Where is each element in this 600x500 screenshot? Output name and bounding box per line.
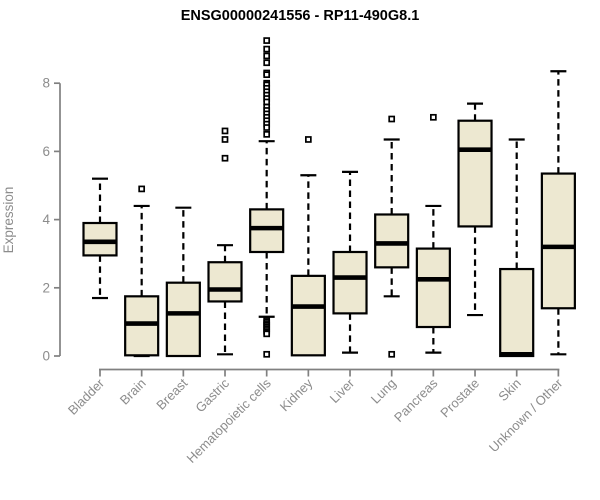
x-tick-label-breast: Breast <box>153 375 190 412</box>
box-lung <box>374 115 410 358</box>
outlier-point <box>263 71 271 79</box>
x-tick-label-prostate: Prostate <box>437 376 482 421</box>
iqr-box <box>332 250 368 315</box>
box-liver <box>332 170 368 354</box>
box-unknown-other <box>540 70 576 356</box>
outlier-point <box>221 154 229 162</box>
iqr-box <box>415 247 451 329</box>
box-gastric <box>207 127 243 356</box>
outlier-point <box>221 136 229 143</box>
y-axis-label: Expression <box>1 187 16 254</box>
y-tick-label: 0 <box>42 349 50 364</box>
box-bladder <box>82 177 118 300</box>
outlier-point <box>263 350 271 358</box>
box-skin <box>499 138 535 358</box>
outlier-point <box>388 115 396 123</box>
x-tick-label-skin: Skin <box>495 376 523 404</box>
y-tick-label: 8 <box>42 76 50 91</box>
x-tick-label-liver: Liver <box>327 375 358 406</box>
iqr-box <box>374 213 410 269</box>
outlier-point <box>263 131 271 138</box>
box-pancreas <box>415 113 451 354</box>
chart-title: ENSG00000241556 - RP11-490G8.1 <box>181 8 420 24</box>
box-brain <box>124 185 160 358</box>
x-tick-label-kidney: Kidney <box>277 375 316 414</box>
outlier-point <box>263 52 271 60</box>
iqr-box <box>499 267 535 358</box>
outlier-point <box>263 124 271 131</box>
outlier-point <box>263 45 271 53</box>
outlier-point <box>388 350 396 358</box>
outlier-point <box>263 330 271 338</box>
iqr-box <box>165 281 201 358</box>
y-tick-label: 4 <box>42 212 50 227</box>
iqr-box <box>82 221 118 257</box>
y-tick-label: 6 <box>42 144 50 159</box>
box-kidney <box>290 136 326 357</box>
x-tick-label-lung: Lung <box>368 376 399 407</box>
x-tick-label-bladder: Bladder <box>65 375 108 418</box>
x-tick-label-gastric: Gastric <box>192 375 232 415</box>
iqr-box <box>290 274 326 357</box>
outlier-point <box>263 98 271 106</box>
x-tick-label-brain: Brain <box>117 376 149 408</box>
outlier-point <box>138 185 146 193</box>
x-tick-label-pancreas: Pancreas <box>391 375 441 425</box>
iqr-box <box>540 172 576 310</box>
iqr-box <box>249 208 285 254</box>
outlier-point <box>263 37 271 44</box>
outlier-point <box>263 59 271 67</box>
iqr-box <box>457 119 493 228</box>
outlier-point <box>305 136 312 143</box>
box-prostate <box>457 102 493 317</box>
outlier-point <box>221 127 229 135</box>
outlier-point <box>430 113 437 121</box>
y-tick-label: 2 <box>42 280 50 295</box>
box-hematopoietic-cells <box>249 37 285 358</box>
box-breast <box>165 206 201 358</box>
x-tick-label-unknown-other: Unknown / Other <box>486 375 566 455</box>
iqr-box <box>207 261 243 303</box>
